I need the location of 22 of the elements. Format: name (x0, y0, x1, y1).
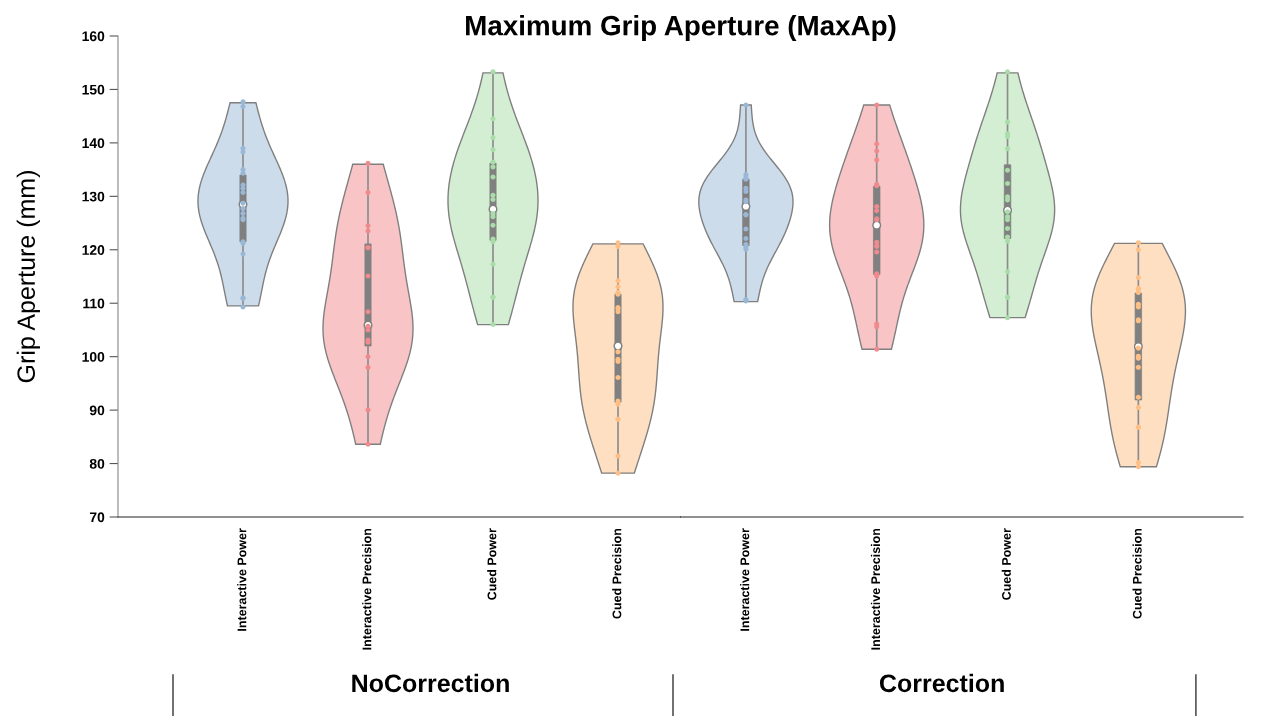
y-tick-label: 150 (82, 84, 105, 95)
y-tick-label: 120 (82, 245, 105, 255)
y-tick-label: 80 (89, 458, 105, 469)
x-tick-label: Cued Precision (612, 528, 622, 619)
x-tick-label: Interactive Precision (870, 528, 881, 650)
x-tick-label: Cued Power (1001, 528, 1011, 600)
x-tick-label: Cued Precision (1132, 528, 1142, 619)
x-axis-title: NoCorrection (352, 673, 509, 693)
chart-title: Maximum Grip Aperture (MaxAp) (466, 15, 896, 41)
x-tick-label: Cued Power (487, 528, 497, 600)
x-axis-title: Correction (879, 673, 1004, 693)
y-tick-label: 110 (83, 298, 105, 309)
y-axis-title: Grip Aperture (mm) (16, 171, 40, 383)
y-tick-label: 90 (89, 405, 105, 416)
y-tick-label: 130 (82, 191, 105, 202)
x-tick-label: Interactive Power (237, 528, 247, 631)
y-tick-label: 100 (82, 352, 105, 362)
y-tick-label: 140 (82, 138, 105, 149)
y-tick-label: 160 (82, 31, 105, 42)
y-tick-label: 70 (89, 512, 105, 523)
x-tick-label: Interactive Precision (362, 528, 372, 650)
x-tick-label: Interactive Power (740, 528, 750, 631)
